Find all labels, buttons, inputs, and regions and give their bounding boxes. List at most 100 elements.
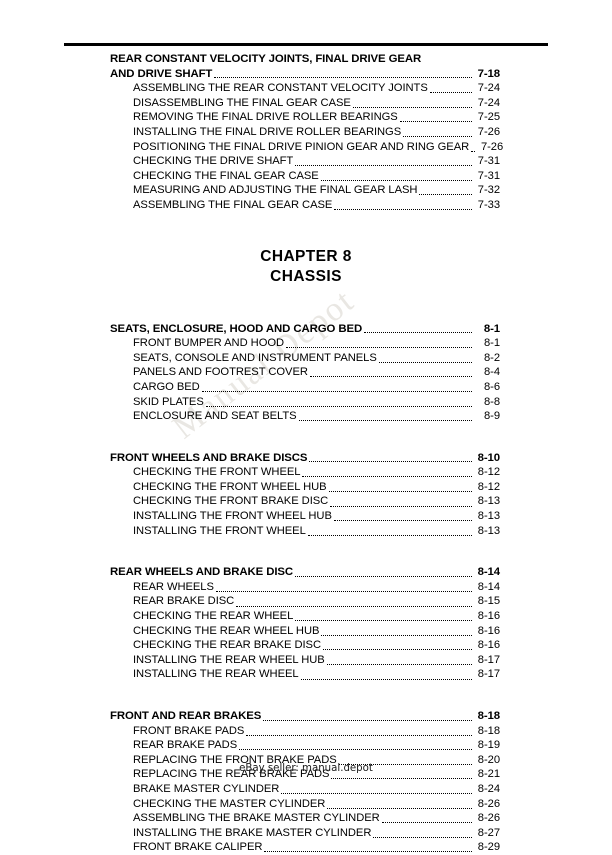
toc-item-page: 7-31 — [477, 155, 500, 168]
document-page: Manual Depot REAR CONSTANT VELOCITY JOIN… — [0, 43, 612, 853]
toc-item-page: 8-9 — [483, 410, 500, 423]
toc-item-page: 8-27 — [477, 826, 500, 839]
header-rule — [64, 43, 548, 46]
toc-item[interactable]: DISASSEMBLING THE FINAL GEAR CASE 7-24 — [0, 96, 612, 111]
toc-heading-label: FRONT WHEELS AND BRAKE DISCS — [110, 451, 308, 464]
toc-block-rear-wheels-and-brake-disc: REAR WHEELS AND BRAKE DISC 8-14 REAR WHE… — [0, 565, 612, 682]
toc-item[interactable]: REAR BRAKE PADS 8-19 — [0, 738, 612, 753]
toc-item-label: FRONT BRAKE CALIPER — [133, 841, 263, 854]
toc-item[interactable]: POSITIONING THE FINAL DRIVE PINION GEAR … — [0, 140, 612, 155]
toc-item[interactable]: ASSEMBLING THE REAR CONSTANT VELOCITY JO… — [0, 81, 612, 96]
toc-item[interactable]: ASSEMBLING THE FINAL GEAR CASE 7-33 — [0, 198, 612, 213]
toc-item-label: REAR WHEELS — [133, 580, 214, 593]
leader-dots — [295, 164, 472, 167]
toc-item-label: MEASURING AND ADJUSTING THE FINAL GEAR L… — [133, 184, 418, 197]
toc-item-page: 8-2 — [483, 351, 500, 364]
toc-item-label: CHECKING THE FINAL GEAR CASE — [133, 169, 319, 182]
leader-dots — [326, 663, 472, 665]
toc-item[interactable]: INSTALLING THE FRONT WHEEL 8-13 — [0, 524, 612, 539]
toc-item-page: 8-13 — [477, 510, 500, 523]
toc-item[interactable]: ASSEMBLING THE BRAKE MASTER CYLINDER 8-2… — [0, 811, 612, 826]
toc-item[interactable]: CARGO BED 8-6 — [0, 380, 612, 395]
leader-dots — [239, 748, 472, 751]
toc-item-label: REPLACING THE FRONT BRAKE PADS — [133, 753, 337, 766]
toc-item-label: CHECKING THE FRONT BRAKE DISC — [133, 495, 329, 508]
toc-item-label: FRONT BUMPER AND HOOD — [133, 337, 285, 350]
leader-dots — [215, 590, 472, 592]
toc-item[interactable]: INSTALLING THE REAR WHEEL 8-17 — [0, 667, 612, 682]
toc-item[interactable]: BRAKE MASTER CYLINDER 8-24 — [0, 782, 612, 797]
toc-item[interactable]: ENCLOSURE AND SEAT BELTS 8-9 — [0, 409, 612, 424]
toc-item[interactable]: FRONT BRAKE PADS 8-18 — [0, 724, 612, 739]
toc-item[interactable]: CHECKING THE FRONT WHEEL HUB 8-12 — [0, 480, 612, 495]
toc-item-page: 8-18 — [477, 724, 500, 737]
toc-item-label: CHECKING THE FRONT WHEEL — [133, 466, 301, 479]
footer: eBay seller: manual.depot — [0, 763, 612, 774]
toc-item[interactable]: FRONT BRAKE CALIPER 8-29 — [0, 840, 612, 855]
chapter-title-block: CHAPTER 8 CHASSIS — [0, 247, 612, 287]
leader-dots — [264, 850, 472, 853]
toc-heading-row[interactable]: FRONT AND REAR BRAKES 8-18 — [0, 709, 612, 724]
leader-dots — [236, 605, 472, 607]
toc-block-front-wheels-and-brake-discs: FRONT WHEELS AND BRAKE DISCS 8-10 CHECKI… — [0, 451, 612, 539]
toc-item-page: 8-1 — [483, 337, 500, 350]
toc-item[interactable]: REPLACING THE REAR BRAKE PADS 8-21 — [0, 767, 612, 782]
toc-item-page: 8-20 — [477, 753, 500, 766]
leader-dots — [307, 534, 472, 536]
leader-dots — [364, 331, 472, 334]
leader-dots — [295, 575, 472, 578]
toc-heading-line1: REAR CONSTANT VELOCITY JOINTS, FINAL DRI… — [110, 53, 422, 65]
leader-dots — [327, 807, 472, 809]
toc-item-label: ASSEMBLING THE FINAL GEAR CASE — [133, 198, 333, 211]
toc-item-label: CHECKING THE DRIVE SHAFT — [133, 155, 294, 168]
toc-item[interactable]: PANELS AND FOOTREST COVER 8-4 — [0, 365, 612, 380]
toc-item-page: 8-16 — [477, 624, 500, 637]
chapter-number: CHAPTER 8 — [260, 247, 352, 265]
toc-item-label: CHECKING THE FRONT WHEEL HUB — [133, 480, 327, 493]
toc-heading-row[interactable]: SEATS, ENCLOSURE, HOOD AND CARGO BED 8-1 — [0, 322, 612, 337]
toc-item[interactable]: CHECKING THE DRIVE SHAFT 7-31 — [0, 154, 612, 169]
leader-dots — [309, 375, 472, 378]
toc-heading-row[interactable]: REAR WHEELS AND BRAKE DISC 8-14 — [0, 565, 612, 580]
toc-item[interactable]: INSTALLING THE REAR WHEEL HUB 8-17 — [0, 653, 612, 668]
toc-item[interactable]: MEASURING AND ADJUSTING THE FINAL GEAR L… — [0, 183, 612, 198]
toc-item[interactable]: REMOVING THE FINAL DRIVE ROLLER BEARINGS… — [0, 110, 612, 125]
toc-item[interactable]: CHECKING THE REAR BRAKE DISC 8-16 — [0, 638, 612, 653]
toc-item-label: INSTALLING THE FINAL DRIVE ROLLER BEARIN… — [133, 125, 402, 138]
toc-heading-page: 8-1 — [483, 322, 500, 335]
leader-dots — [286, 346, 472, 349]
leader-dots — [205, 405, 472, 407]
toc-item-label: INSTALLING THE REAR WHEEL HUB — [133, 653, 325, 666]
toc-item[interactable]: CHECKING THE REAR WHEEL HUB 8-16 — [0, 624, 612, 639]
toc-heading-page: 7-18 — [477, 67, 501, 80]
toc-item[interactable]: REAR WHEELS 8-14 — [0, 580, 612, 595]
toc-item[interactable]: FRONT BUMPER AND HOOD 8-1 — [0, 336, 612, 351]
toc-item-page: 8-13 — [477, 524, 500, 537]
toc-heading-row[interactable]: FRONT WHEELS AND BRAKE DISCS 8-10 — [0, 451, 612, 466]
toc-block-rear-constant-velocity-joints: REAR CONSTANT VELOCITY JOINTS, FINAL DRI… — [0, 52, 612, 213]
toc-item-label: INSTALLING THE FRONT WHEEL HUB — [133, 510, 332, 523]
toc-item-page: 8-17 — [477, 653, 500, 666]
toc-item[interactable]: SKID PLATES 8-8 — [0, 395, 612, 410]
toc-item[interactable]: CHECKING THE REAR WHEEL 8-16 — [0, 609, 612, 624]
toc-item-label: POSITIONING THE FINAL DRIVE PINION GEAR … — [133, 140, 470, 153]
toc-item[interactable]: REPLACING THE FRONT BRAKE PADS 8-20 — [0, 753, 612, 768]
toc-item[interactable]: CHECKING THE MASTER CYLINDER 8-26 — [0, 797, 612, 812]
toc-heading-row[interactable]: AND DRIVE SHAFT 7-18 — [0, 67, 612, 82]
toc-item[interactable]: INSTALLING THE FINAL DRIVE ROLLER BEARIN… — [0, 125, 612, 140]
toc-item[interactable]: CHECKING THE FRONT BRAKE DISC 8-13 — [0, 494, 612, 509]
toc-item[interactable]: INSTALLING THE FRONT WHEEL HUB 8-13 — [0, 509, 612, 524]
toc-item-label: CHECKING THE REAR WHEEL HUB — [133, 624, 320, 637]
toc-item-page: 7-24 — [477, 96, 500, 109]
leader-dots — [281, 792, 472, 795]
toc-item[interactable]: CHECKING THE FRONT WHEEL 8-12 — [0, 465, 612, 480]
toc-item[interactable]: REAR BRAKE DISC 8-15 — [0, 594, 612, 609]
toc-item-label: PANELS AND FOOTREST COVER — [133, 366, 308, 379]
toc-item[interactable]: INSTALLING THE BRAKE MASTER CYLINDER 8-2… — [0, 826, 612, 841]
toc-item-page: 8-26 — [477, 812, 500, 825]
toc-item[interactable]: SEATS, CONSOLE AND INSTRUMENT PANELS 8-2 — [0, 351, 612, 366]
leader-dots — [403, 135, 472, 138]
toc-item-page: 8-29 — [477, 841, 500, 854]
toc-item-page: 8-21 — [477, 768, 500, 781]
toc-item[interactable]: CHECKING THE FINAL GEAR CASE 7-31 — [0, 169, 612, 184]
